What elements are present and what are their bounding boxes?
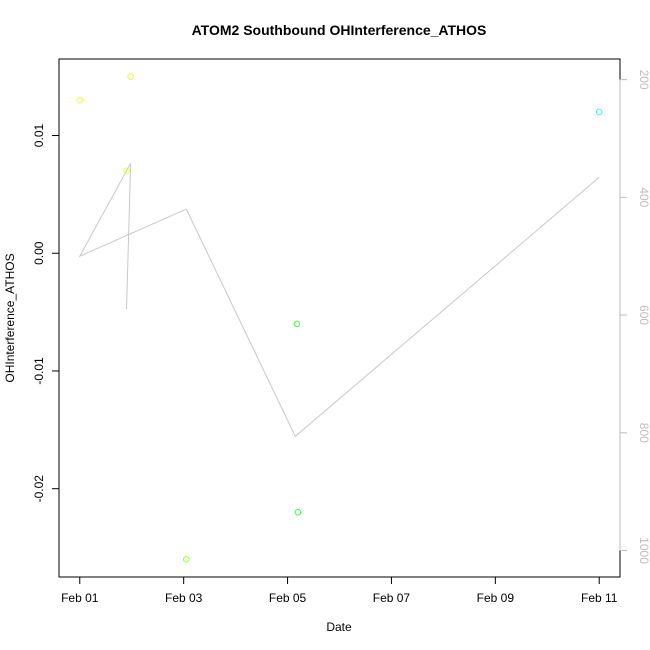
right-y-tick-label: 400 bbox=[637, 187, 650, 207]
y-tick-label: 0.00 bbox=[32, 241, 46, 265]
x-tick-label: Feb 11 bbox=[581, 591, 618, 605]
y-tick-label: -0.02 bbox=[32, 475, 46, 503]
data-points-layer bbox=[76, 73, 603, 563]
x-axis-label: Date bbox=[326, 620, 352, 634]
right-y-tick-label: 600 bbox=[637, 305, 650, 325]
data-point bbox=[76, 96, 84, 104]
plot-frame bbox=[58, 58, 621, 578]
x-tick-label: Feb 01 bbox=[61, 591, 99, 605]
y-axis-label: OHInterference_ATHOS bbox=[3, 253, 17, 382]
data-point bbox=[293, 320, 301, 328]
altitude-line-layer bbox=[78, 162, 600, 438]
right-y-tick-label: 200 bbox=[637, 70, 650, 90]
x-tick-label: Feb 03 bbox=[165, 591, 203, 605]
y-tick-label: -0.01 bbox=[32, 357, 46, 385]
right-y-tick-label: 800 bbox=[637, 423, 650, 443]
altitude-series-line bbox=[78, 162, 600, 438]
data-point bbox=[595, 108, 603, 116]
data-point bbox=[182, 556, 190, 563]
right-y-tick-label: 1000 bbox=[637, 537, 650, 564]
y-tick-label: 0.01 bbox=[32, 124, 46, 148]
x-axis: Feb 01 Feb 03 Feb 05 Feb 07 Feb 09 Feb 11 bbox=[61, 576, 618, 605]
y-axis: -0.02 -0.01 0.00 0.01 bbox=[32, 124, 60, 503]
data-point bbox=[127, 73, 134, 80]
data-point bbox=[294, 508, 302, 516]
x-tick-label: Feb 07 bbox=[373, 591, 411, 605]
chart-title: ATOM2 Southbound OHInterference_ATHOS bbox=[192, 22, 487, 38]
x-tick-label: Feb 05 bbox=[269, 591, 307, 605]
data-point bbox=[123, 167, 130, 175]
x-tick-label: Feb 09 bbox=[477, 591, 515, 605]
right-y-axis: 200 400 600 800 1000 bbox=[619, 70, 650, 564]
